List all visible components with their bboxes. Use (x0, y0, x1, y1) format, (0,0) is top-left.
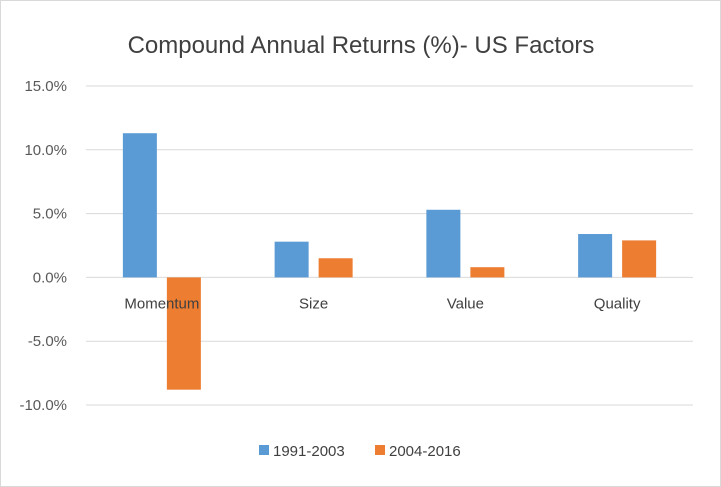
bars (122, 133, 657, 390)
y-tick-label: 0.0% (33, 269, 67, 286)
bar (426, 209, 461, 278)
category-label: Momentum (124, 295, 199, 312)
bar (318, 258, 353, 278)
y-tick-label: 15.0% (24, 78, 67, 95)
y-tick-label: -5.0% (28, 333, 67, 350)
category-label: Size (299, 295, 328, 312)
category-label: Quality (594, 295, 641, 312)
bar (274, 241, 309, 278)
bar (470, 267, 505, 278)
category-label: Value (447, 295, 484, 312)
y-tick-label: 5.0% (33, 206, 67, 223)
y-tick-label: 10.0% (24, 142, 67, 159)
y-axis-tick-labels: 15.0% 10.0% 5.0% 0.0% -5.0% -10.0% (19, 78, 67, 414)
legend-label: 1991-2003 (273, 443, 345, 460)
bar (122, 133, 157, 278)
y-tick-label: -10.0% (19, 397, 67, 414)
bar (166, 277, 201, 390)
chart-title: Compound Annual Returns (%)- US Factors (128, 32, 595, 59)
legend-label: 2004-2016 (389, 443, 461, 460)
legend-swatch (375, 445, 385, 455)
legend: 1991-2003 2004-2016 (259, 443, 461, 460)
bar (622, 240, 657, 278)
category-labels: Momentum Size Value Quality (124, 295, 641, 312)
bar (578, 234, 613, 278)
legend-swatch (259, 445, 269, 455)
